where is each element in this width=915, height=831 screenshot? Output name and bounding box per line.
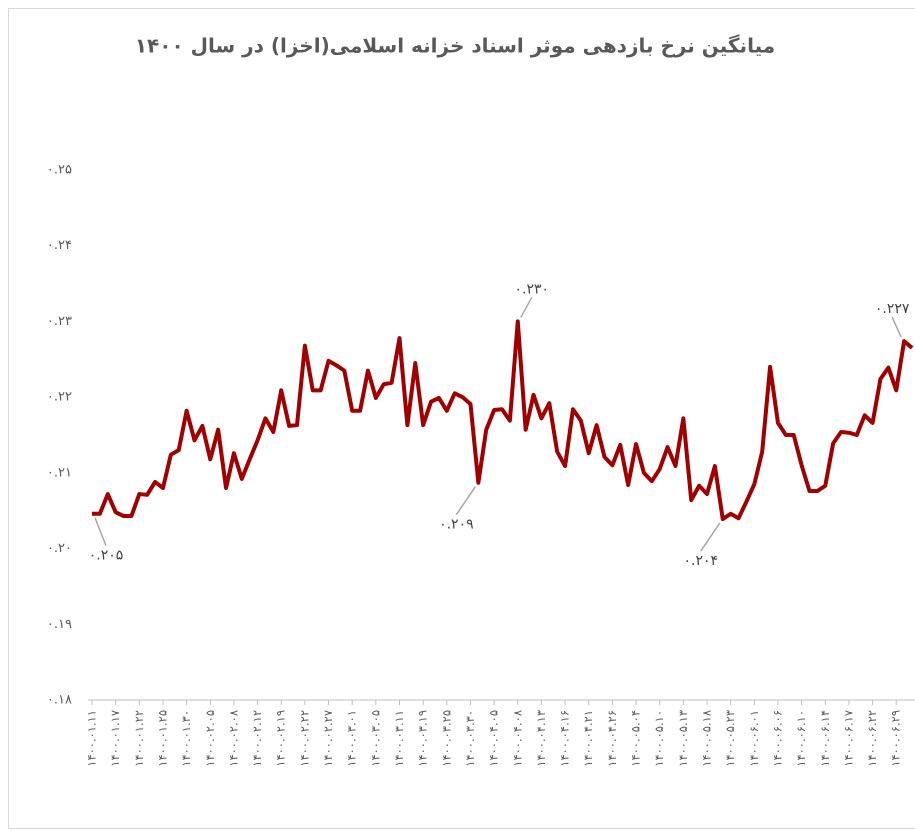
leader-line: [700, 522, 721, 552]
leader-line: [455, 486, 476, 516]
y-tick-label: ۰.۲۴: [47, 238, 72, 253]
x-tick-label: ۱۴۰۰.۰۴.۲۱: [581, 710, 595, 767]
x-tick-label: ۱۴۰۰.۰۴.۰۵: [487, 710, 501, 767]
leader-line: [94, 517, 107, 547]
chart-title: میانگین نرخ بازدهی موثر اسناد خزانه اسلا…: [135, 34, 775, 58]
x-tick-label: ۱۴۰۰.۰۲.۲۷: [321, 710, 335, 767]
y-tick-label: ۰.۲۱: [47, 465, 72, 480]
x-tick-label: ۱۴۰۰.۰۱.۲۲: [132, 710, 146, 767]
x-tick-label: ۱۴۰۰.۰۳.۰۵: [368, 710, 382, 767]
chart-frame: [8, 8, 915, 829]
x-tick-label: ۱۴۰۰.۰۲.۱۹: [274, 710, 288, 767]
x-tick-label: ۱۴۰۰.۰۲.۲۲: [297, 710, 311, 767]
y-tick-label: ۰.۲۲: [47, 390, 72, 405]
x-tick-label: ۱۴۰۰.۰۴.۲۶: [605, 710, 619, 767]
x-tick-label: ۱۴۰۰.۰۳.۱۹: [416, 710, 430, 767]
y-tick-label: ۰.۲۳: [47, 314, 72, 329]
y-tick-label: ۰.۱۸: [47, 693, 72, 708]
data-label: ۰.۲۲۷: [875, 301, 910, 317]
x-tick-label: ۱۴۰۰.۰۵.۰۴: [629, 710, 643, 767]
data-label: ۰.۲۰۴: [684, 553, 719, 569]
x-tick-label: ۱۴۰۰.۰۲.۰۸: [226, 710, 240, 767]
x-tick-label: ۱۴۰۰.۰۴.۱۳: [534, 710, 548, 767]
x-tick-label: ۱۴۰۰.۰۵.۲۳: [723, 710, 737, 767]
x-tick-label: ۱۴۰۰.۰۶.۲۹: [889, 710, 903, 767]
leader-line: [891, 316, 902, 338]
data-label: ۰.۲۳۰: [515, 281, 550, 297]
x-tick-label: ۱۴۰۰.۰۶.۱۴: [818, 710, 832, 767]
x-tick-label: ۱۴۰۰.۰۶.۲۲: [865, 710, 879, 767]
y-tick-label: ۰.۲۰: [47, 541, 72, 556]
x-tick-label: ۱۴۰۰.۰۱.۳۰: [179, 710, 193, 767]
x-tick-label: ۱۴۰۰.۰۱.۱۱: [85, 710, 99, 767]
x-tick-label: ۱۴۰۰.۰۵.۱۰: [652, 710, 666, 767]
x-tick-label: ۱۴۰۰.۰۶.۰۱: [747, 710, 761, 767]
x-tick-label: ۱۴۰۰.۰۳.۳۰: [463, 710, 477, 767]
leader-line: [520, 297, 533, 318]
x-tick-label: ۱۴۰۰.۰۴.۰۸: [510, 710, 524, 767]
x-tick-label: ۱۴۰۰.۰۵.۱۳: [676, 710, 690, 767]
data-label: ۰.۲۰۵: [89, 548, 124, 564]
x-tick-label: ۱۴۰۰.۰۱.۱۷: [108, 710, 122, 767]
x-tick-label: ۱۴۰۰.۰۴.۱۶: [558, 710, 572, 767]
x-tick-label: ۱۴۰۰.۰۳.۲۵: [439, 710, 453, 767]
x-tick-label: ۱۴۰۰.۰۱.۲۵: [155, 710, 169, 767]
x-tick-label: ۱۴۰۰.۰۳.۰۱: [345, 710, 359, 767]
x-tick-label: ۱۴۰۰.۰۶.۱۷: [841, 710, 855, 767]
x-tick-label: ۱۴۰۰.۰۶.۱۰: [794, 710, 808, 767]
x-tick-label: ۱۴۰۰.۰۵.۱۸: [700, 710, 714, 767]
x-tick-label: ۱۴۰۰.۰۲.۰۵: [203, 710, 217, 767]
x-tick-label: ۱۴۰۰.۰۶.۰۶: [770, 710, 784, 767]
y-tick-label: ۰.۱۹: [47, 617, 72, 632]
data-label: ۰.۲۰۹: [439, 517, 474, 533]
y-tick-label: ۰.۲۵: [47, 163, 72, 178]
data-line: [92, 319, 914, 522]
x-tick-label: ۱۴۰۰.۰۳.۱۱: [392, 710, 406, 767]
x-tick-label: ۱۴۰۰.۰۲.۱۲: [250, 710, 264, 767]
